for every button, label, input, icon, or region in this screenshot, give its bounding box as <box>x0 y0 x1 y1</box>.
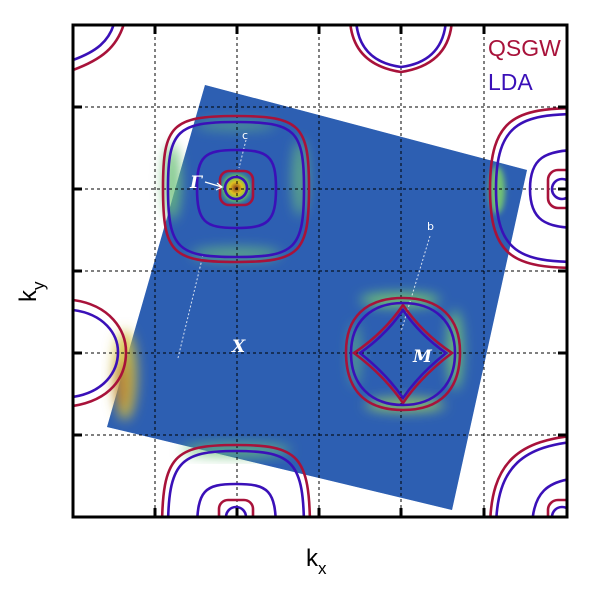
cut-line-c <box>238 139 247 169</box>
legend-qsgw: QSGW <box>488 35 561 61</box>
plot-area: Γ X M c b <box>73 25 567 517</box>
qsgw-top-left <box>73 25 125 72</box>
lda-right-gamma-inner <box>550 177 567 201</box>
qsgw-top-m-pocket <box>349 25 453 74</box>
grid <box>73 25 567 517</box>
cut-line-c-extension <box>177 254 204 359</box>
cut-line-b <box>399 235 431 336</box>
y-axis-label-main: k <box>15 289 42 302</box>
qsgw-left-pocket <box>73 298 128 408</box>
gamma-arrow-head <box>215 182 224 191</box>
lda-contours <box>73 25 567 517</box>
ticks <box>73 25 567 517</box>
m-point-label: M <box>412 347 433 367</box>
lda-gamma-outer <box>166 120 306 259</box>
x-axis-label: kx <box>306 545 327 578</box>
gamma-label: Γ <box>189 173 204 193</box>
cut-c-label: c <box>242 129 248 142</box>
lda-left-pocket <box>73 308 120 399</box>
svg-text:kx: kx <box>306 545 327 578</box>
lda-bottom-right-inner <box>550 505 567 517</box>
gamma-arrow <box>204 181 223 188</box>
lda-bottom-gamma-inner <box>224 505 248 517</box>
lda-bottom-right-outer <box>495 441 567 517</box>
x-point-label: X <box>231 337 246 357</box>
gamma-hotspot <box>216 168 256 208</box>
lda-right-gamma-outer <box>494 112 567 264</box>
qsgw-right-gamma-inner <box>546 168 567 210</box>
lda-right-gamma-middle <box>528 149 567 229</box>
lda-m-pocket <box>349 301 457 407</box>
legend-lda: LDA <box>488 69 533 95</box>
lda-bottom-gamma-middle <box>196 482 277 517</box>
qsgw-right-gamma-outer <box>488 106 567 270</box>
lda-m-inner <box>357 307 449 401</box>
qsgw-contours <box>73 25 567 517</box>
qsgw-gamma-outer <box>161 114 311 264</box>
svg-text:ky: ky <box>15 281 48 302</box>
qsgw-bottom-right-outer <box>489 435 567 517</box>
cut-b-label: b <box>427 220 434 233</box>
qsgw-bottom-gamma-inner <box>217 498 255 517</box>
lda-bottom-right-middle <box>531 478 567 517</box>
qsgw-bottom-gamma-outer <box>160 443 312 517</box>
lda-gamma-inner <box>223 175 249 201</box>
qsgw-m-inner <box>351 302 455 406</box>
legend: QSGW LDA <box>488 35 561 95</box>
qsgw-m-pocket <box>344 296 462 412</box>
x-axis-label-sub: x <box>318 559 327 578</box>
y-axis-label: ky <box>15 281 48 302</box>
lda-gamma-middle <box>195 148 278 230</box>
lda-top-m-pocket <box>355 25 447 69</box>
lda-bottom-gamma-outer <box>166 449 306 517</box>
arpes-intensity-map <box>107 85 527 510</box>
x-axis-label-main: k <box>306 545 319 572</box>
y-axis-label-sub: y <box>29 281 48 290</box>
